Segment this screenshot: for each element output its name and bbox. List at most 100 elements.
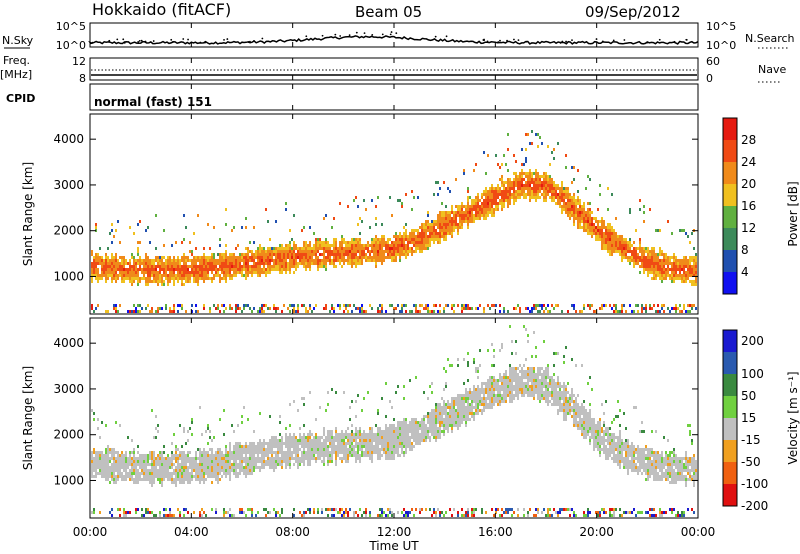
heatmap-cell — [513, 172, 515, 175]
heatmap-cell — [471, 199, 473, 202]
heatmap-cell — [559, 196, 561, 199]
heatmap-cell — [173, 433, 175, 436]
heatmap-cell — [341, 259, 343, 262]
heatmap-cell — [229, 460, 231, 463]
heatmap-cell — [203, 307, 205, 310]
heatmap-cell — [663, 274, 665, 277]
heatmap-cell — [477, 217, 479, 220]
heatmap-cell — [225, 472, 227, 475]
heatmap-cell — [401, 436, 403, 439]
heatmap-cell — [107, 271, 109, 274]
heatmap-cell — [223, 511, 225, 514]
heatmap-cell — [433, 409, 435, 412]
heatmap-cell — [223, 472, 225, 475]
heatmap-cell — [163, 268, 165, 271]
heatmap-cell — [249, 454, 251, 457]
heatmap-cell — [605, 244, 607, 247]
heatmap-cell — [175, 481, 177, 484]
heatmap-cell — [543, 199, 545, 202]
heatmap-cell — [621, 250, 623, 253]
heatmap-cell — [539, 136, 541, 139]
heatmap-cell — [169, 310, 171, 313]
heatmap-cell — [437, 181, 439, 184]
heatmap-cell — [553, 307, 555, 310]
heatmap-cell — [461, 310, 463, 313]
heatmap-cell — [209, 463, 211, 466]
heatmap-cell — [173, 514, 175, 517]
heatmap-cell — [139, 262, 141, 265]
heatmap-cell — [483, 208, 485, 211]
heatmap-cell — [485, 205, 487, 208]
heatmap-cell — [279, 439, 281, 442]
heatmap-cell — [127, 463, 129, 466]
heatmap-cell — [165, 457, 167, 460]
heatmap-cell — [459, 217, 461, 220]
heatmap-cell — [301, 262, 303, 265]
heatmap-cell — [361, 439, 363, 442]
heatmap-cell — [305, 265, 307, 268]
heatmap-cell — [411, 418, 413, 421]
heatmap-cell — [407, 427, 409, 430]
heatmap-cell — [163, 244, 165, 247]
heatmap-cell — [301, 454, 303, 457]
heatmap-cell — [487, 211, 489, 214]
heatmap-cell — [551, 187, 553, 190]
heatmap-cell — [423, 427, 425, 430]
heatmap-cell — [189, 241, 191, 244]
heatmap-cell — [353, 247, 355, 250]
heatmap-cell — [353, 244, 355, 247]
heatmap-cell — [183, 262, 185, 265]
heatmap-cell — [407, 424, 409, 427]
heatmap-cell — [517, 181, 519, 184]
heatmap-cell — [683, 268, 685, 271]
heatmap-cell — [419, 511, 421, 514]
heatmap-cell — [281, 247, 283, 250]
heatmap-cell — [355, 433, 357, 436]
heatmap-cell — [257, 259, 259, 262]
heatmap-cell — [179, 514, 181, 517]
heatmap-cell — [225, 454, 227, 457]
heatmap-cell — [339, 256, 341, 259]
heatmap-cell — [113, 460, 115, 463]
heatmap-cell — [241, 421, 243, 424]
heatmap-cell — [349, 451, 351, 454]
heatmap-cell — [587, 217, 589, 220]
heatmap-cell — [675, 268, 677, 271]
heatmap-cell — [323, 457, 325, 460]
heatmap-cell — [159, 481, 161, 484]
heatmap-cell — [383, 433, 385, 436]
heatmap-cell — [297, 310, 299, 313]
heatmap-cell — [341, 244, 343, 247]
heatmap-cell — [127, 310, 129, 313]
heatmap-cell — [299, 436, 301, 439]
heatmap-cell — [119, 424, 121, 427]
heatmap-cell — [343, 304, 345, 307]
heatmap-cell — [385, 250, 387, 253]
heatmap-cell — [373, 247, 375, 250]
heatmap-cell — [507, 196, 509, 199]
heatmap-cell — [505, 199, 507, 202]
heatmap-cell — [125, 463, 127, 466]
heatmap-cell — [369, 253, 371, 256]
heatmap-cell — [281, 511, 283, 514]
heatmap-cell — [319, 445, 321, 448]
heatmap-cell — [143, 478, 145, 481]
heatmap-cell — [563, 196, 565, 199]
heatmap-cell — [439, 241, 441, 244]
heatmap-cell — [211, 448, 213, 451]
heatmap-cell — [567, 211, 569, 214]
heatmap-cell — [233, 262, 235, 265]
heatmap-cell — [327, 430, 329, 433]
heatmap-cell — [165, 463, 167, 466]
heatmap-cell — [583, 214, 585, 217]
heatmap-cell — [171, 454, 173, 457]
heatmap-cell — [193, 262, 195, 265]
heatmap-cell — [515, 307, 517, 310]
heatmap-cell — [377, 451, 379, 454]
heatmap-cell — [129, 268, 131, 271]
heatmap-cell — [181, 469, 183, 472]
heatmap-cell — [405, 439, 407, 442]
heatmap-cell — [341, 253, 343, 256]
heatmap-cell — [221, 469, 223, 472]
heatmap-cell — [397, 199, 399, 202]
